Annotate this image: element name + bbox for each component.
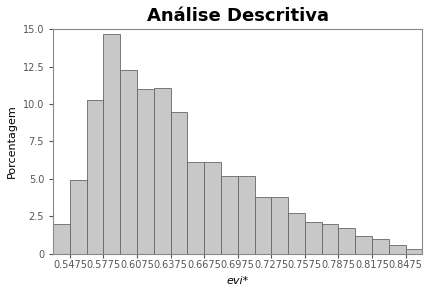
Bar	[137, 89, 154, 253]
X-axis label: evi*: evi*	[226, 276, 248, 286]
Bar	[421, 252, 430, 253]
Bar	[321, 224, 338, 253]
Bar	[304, 222, 321, 253]
Bar	[154, 88, 170, 253]
Bar	[287, 213, 304, 253]
Bar	[270, 197, 287, 253]
Bar	[204, 162, 221, 253]
Bar	[221, 176, 237, 253]
Title: Análise Descritiva: Análise Descritiva	[146, 7, 328, 25]
Bar	[170, 112, 187, 253]
Bar	[338, 228, 354, 253]
Bar	[86, 100, 103, 253]
Bar	[237, 176, 254, 253]
Bar	[388, 245, 405, 253]
Bar	[103, 34, 120, 253]
Bar	[405, 249, 421, 253]
Bar	[371, 239, 388, 253]
Bar	[120, 70, 137, 253]
Bar	[254, 197, 270, 253]
Bar	[70, 180, 86, 253]
Bar	[187, 162, 204, 253]
Y-axis label: Porcentagem: Porcentagem	[7, 105, 17, 178]
Bar	[53, 224, 70, 253]
Bar	[354, 236, 371, 253]
